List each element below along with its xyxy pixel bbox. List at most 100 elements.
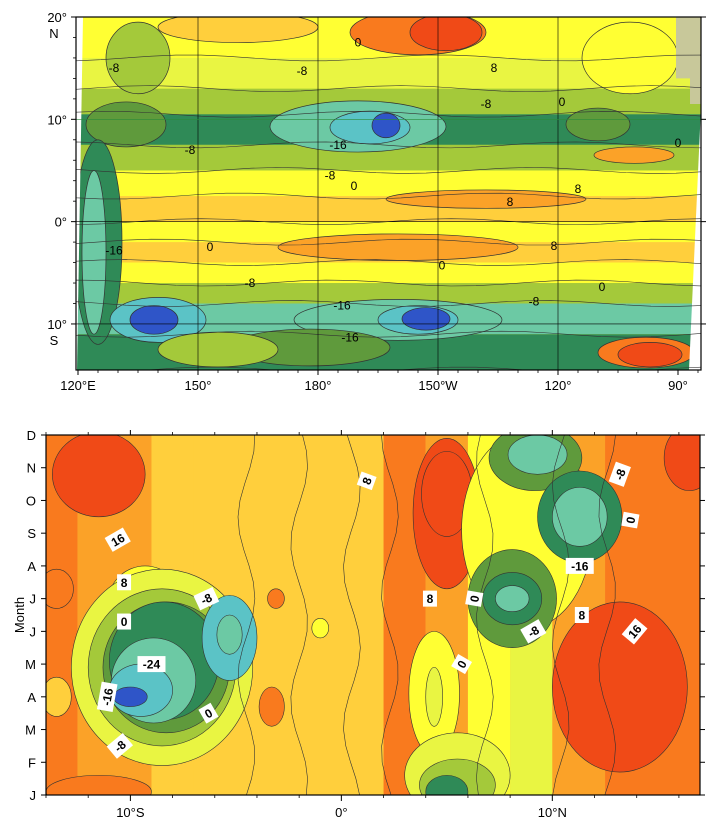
seasonal-contour-labels: 16 8 0 -8 -24 -16 0 -8 8 8 0 0 -8 -16 8 16 -8 0 — [96, 461, 648, 759]
label-box — [621, 618, 648, 645]
map-contour-label-16: 0 — [439, 259, 446, 273]
map-contour-label-11: 8 — [575, 182, 582, 196]
map-y-tick-label-3: 10° — [47, 317, 67, 332]
seasonal-y-tick-label-4: M — [25, 657, 36, 672]
seasonal-y-tick-label-1: F — [28, 755, 36, 770]
y-axis-title: Month — [12, 597, 27, 633]
map-contour-line-5 — [76, 192, 701, 200]
seasonal-contour-line-5 — [552, 435, 570, 795]
label-text: 8 — [579, 609, 586, 623]
map-contour-line-6 — [76, 218, 701, 225]
seasonal-contour-blob-33 — [46, 775, 152, 795]
seasonal-contour-blob-29 — [425, 775, 469, 795]
label-text: -8 — [612, 467, 629, 482]
map-axes: 120°E 150° 180° 150°W 120° 90°20°N10°0°10°S — [47, 10, 706, 393]
seasonal-contour-line-0 — [237, 435, 256, 795]
label-box — [193, 586, 220, 611]
domain-edge-right — [689, 107, 701, 370]
seasonal-contour-label-5: -16 — [96, 681, 118, 712]
map-contour-line-4 — [76, 167, 701, 174]
seasonal-cycle-plot: 16 8 0 -8 -24 -16 0 -8 8 8 0 0 -8 -16 8 16 -8 0 J F M A M J J A S… — [12, 428, 705, 820]
map-contour-label-14: 0 — [207, 240, 214, 254]
label-box — [96, 681, 118, 712]
map-contour-label-2: 0 — [355, 36, 362, 50]
seasonal-contour-label-4: -24 — [137, 656, 166, 673]
map-contour-blob-14 — [401, 307, 451, 331]
seasonal-contour-label-0: 16 — [104, 527, 131, 552]
seasonal-contour-line-1 — [290, 435, 308, 795]
map-contour-line-10 — [76, 300, 701, 307]
label-text: -16 — [99, 687, 116, 707]
map-band-7 — [76, 221, 701, 243]
map-frame — [75, 16, 702, 371]
map-contour-label-3: 8 — [491, 61, 498, 75]
seasonal-y-tick-label-0: J — [30, 788, 37, 803]
label-box — [356, 471, 377, 491]
map-gridlines — [76, 17, 701, 370]
map-contour-label-8: 0 — [675, 136, 682, 150]
map-contour-label-20: -16 — [333, 299, 351, 313]
map-contour-labels: -8 -8 0 8 -8 0 -8 -16 0 -8 0 8 8 -16 0 8 0 -8 0 -8 -16 -16 — [105, 36, 681, 345]
label-box — [104, 527, 131, 552]
map-contour-blob-1 — [409, 17, 483, 52]
map-contour-label-19: -8 — [529, 294, 540, 308]
map-contour-label-13: -16 — [105, 243, 123, 257]
map-contour-blob-18 — [157, 331, 279, 368]
label-box — [465, 590, 484, 607]
seasonal-contour-label-9: 8 — [422, 590, 437, 607]
map-contour-blob-7 — [565, 107, 631, 142]
seasonal-contour-line-3 — [381, 435, 399, 795]
label-box — [608, 461, 631, 487]
seasonal-contour-blob-30 — [552, 601, 688, 773]
map-contour-blob-22 — [105, 21, 171, 95]
map-y-tick-label-0: 20° — [47, 10, 67, 25]
map-x-tick-label-5: 90° — [668, 378, 688, 393]
map-band-10 — [76, 283, 701, 304]
map-contour-label-4: -8 — [481, 97, 492, 111]
seasonal-contour-label-3: -8 — [193, 586, 220, 611]
tropical-pacific-map: -8 -8 0 8 -8 0 -8 -16 0 -8 0 8 8 -16 0 8 0 -8 0 -8 -16 -16 12… — [47, 10, 706, 393]
label-text: 0 — [121, 615, 128, 629]
map-contour-label-10: 0 — [351, 179, 358, 193]
map-contour-line-1 — [76, 85, 701, 92]
map-contour-line-7 — [76, 238, 701, 246]
map-contour-label-17: -8 — [245, 276, 256, 290]
seasonal-contour-blob-12 — [46, 676, 72, 717]
seasonal-contour-blob-1 — [46, 568, 74, 609]
seasonal-axes: J F M A M J J A S O N D 10°S 0° 10°N — [25, 428, 705, 820]
map-contour-features — [76, 17, 701, 370]
label-text: -16 — [571, 559, 589, 573]
map-contour-label-15: 8 — [551, 239, 558, 253]
map-contour-label-21: -16 — [341, 330, 359, 344]
label-box — [451, 654, 473, 675]
label-text: 8 — [427, 592, 434, 606]
map-contour-blob-9 — [81, 170, 107, 335]
seasonal-y-tick-label-6: J — [30, 592, 37, 607]
seasonal-y-tick-label-5: J — [30, 624, 37, 639]
label-box — [117, 574, 132, 591]
seasonal-contour-label-2: 0 — [117, 613, 132, 630]
map-x-tick-label-4: 120° — [545, 378, 572, 393]
label-box — [621, 511, 640, 529]
seasonal-contour-label-10: 0 — [465, 590, 484, 607]
map-contour-blob-21 — [593, 146, 675, 164]
seasonal-contour-label-16: -8 — [608, 461, 631, 487]
seasonal-x-tick-label-0: 10°S — [116, 805, 145, 820]
seasonal-contour-label-12: -8 — [520, 619, 547, 644]
map-contour-blob-11 — [385, 189, 587, 209]
seasonal-contour-blob-9 — [113, 686, 148, 707]
map-contour-label-7: -16 — [329, 138, 347, 152]
seasonal-contour-label-7: -8 — [106, 733, 134, 759]
map-x-tick-label-2: 180° — [305, 378, 332, 393]
seasonal-contour-blob-31 — [663, 435, 700, 491]
label-text: -24 — [143, 658, 161, 672]
seasonal-contour-label-17: 0 — [621, 511, 640, 529]
seasonal-contour-blob-32 — [311, 617, 329, 639]
map-contour-line-3 — [76, 141, 701, 149]
seasonal-contour-blob-0 — [52, 435, 146, 518]
map-band-5 — [76, 170, 701, 197]
seasonal-contour-blob-11 — [216, 614, 243, 655]
map-x-tick-label-1: 150° — [185, 378, 212, 393]
map-contour-label-6: -8 — [185, 143, 196, 157]
